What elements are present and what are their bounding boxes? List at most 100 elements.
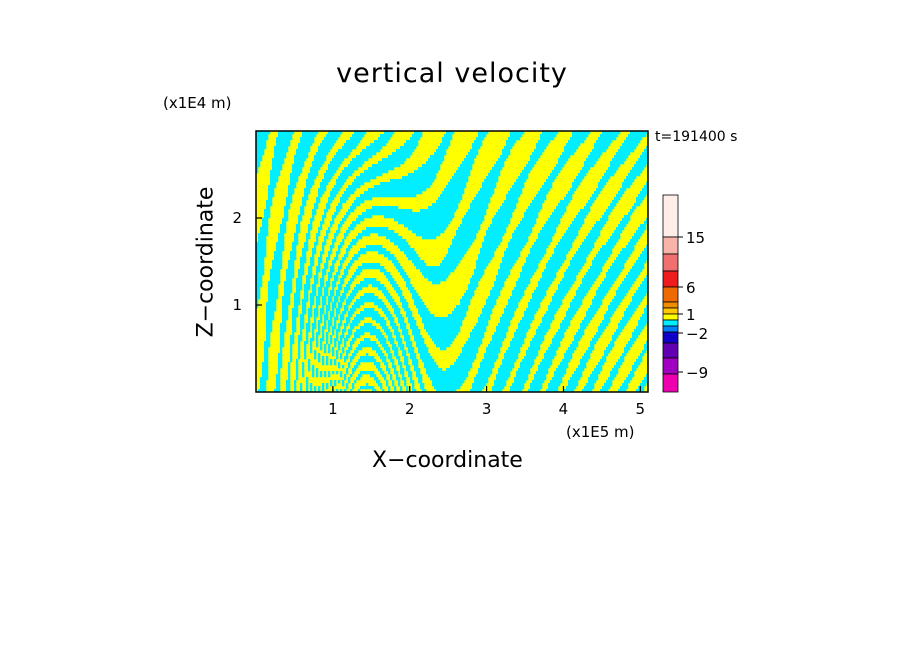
field-cell	[500, 206, 517, 210]
field-cell	[272, 158, 285, 162]
colorbar-segment	[662, 357, 679, 375]
field-cell	[486, 299, 497, 303]
field-cell	[638, 194, 647, 198]
field-cell	[606, 272, 621, 276]
field-cell	[622, 383, 629, 387]
field-cell	[550, 173, 559, 177]
field-cell	[260, 230, 269, 234]
field-cell	[312, 368, 315, 372]
field-cell	[530, 341, 543, 345]
field-cell	[340, 200, 347, 204]
x-tick-label: 2	[405, 400, 415, 418]
field-cell	[570, 188, 577, 192]
field-cell	[460, 224, 481, 228]
field-cell	[366, 227, 389, 231]
field-cell	[634, 164, 647, 168]
field-cell	[332, 371, 335, 375]
field-cell	[318, 326, 321, 330]
field-cell	[628, 341, 635, 345]
colorbar-label: 6	[686, 279, 696, 297]
field-cell	[342, 380, 345, 384]
field-cell	[316, 344, 319, 348]
field-cell	[314, 275, 319, 279]
field-cell	[274, 389, 281, 392]
field-cell	[398, 293, 403, 297]
field-cell	[274, 146, 289, 150]
field-cell	[338, 269, 341, 273]
field-cell	[266, 203, 273, 207]
field-cell	[332, 242, 335, 246]
field-cell	[278, 371, 281, 375]
field-cell	[334, 299, 339, 303]
field-cell	[256, 254, 267, 258]
field-cell	[388, 371, 391, 375]
field-cell	[402, 350, 407, 354]
y-axis-label: Z−coordinate	[193, 186, 219, 338]
field-cell	[466, 155, 477, 159]
field-cell	[300, 329, 303, 333]
x-tick-label: 1	[328, 400, 338, 418]
field-cell	[512, 383, 525, 387]
field-cell	[540, 134, 557, 138]
field-cell	[580, 170, 589, 174]
field-cell	[320, 221, 325, 225]
colorbar-segment	[662, 194, 679, 238]
field-cell	[322, 275, 325, 279]
field-cell	[382, 389, 385, 392]
field-cell	[312, 323, 317, 327]
field-cell	[268, 293, 279, 297]
field-cell	[568, 347, 577, 351]
field-cell	[462, 350, 479, 354]
field-cell	[284, 290, 293, 294]
field-cell	[534, 197, 547, 201]
field-cell	[266, 323, 273, 327]
field-cell	[478, 131, 489, 135]
field-cell	[576, 368, 585, 372]
field-cell	[314, 350, 317, 354]
field-cell	[388, 317, 395, 321]
field-cell	[538, 233, 555, 237]
field-cell	[348, 164, 363, 168]
field-cell	[608, 344, 615, 348]
field-cell	[308, 320, 311, 324]
field-cell	[570, 344, 579, 348]
field-cell	[332, 347, 335, 351]
field-cell	[350, 344, 353, 348]
field-cell	[350, 224, 357, 228]
field-cell	[270, 173, 281, 177]
field-cell	[506, 194, 521, 198]
field-cell	[310, 221, 313, 225]
y-axis: 12	[232, 209, 262, 314]
field-cell	[600, 134, 619, 138]
field-cell	[494, 215, 513, 219]
field-cell	[278, 233, 285, 237]
field-cell	[266, 320, 273, 324]
field-cell	[610, 266, 625, 270]
plot-frame	[255, 130, 649, 393]
field-cell	[372, 317, 385, 321]
field-cell	[296, 230, 301, 234]
field-cell	[612, 335, 619, 339]
time-label: t=191400 s	[655, 129, 738, 145]
field-cell	[298, 275, 303, 279]
field-cell	[582, 278, 597, 282]
field-cell	[336, 152, 351, 156]
field-cell	[394, 329, 399, 333]
field-cell	[396, 335, 401, 339]
field-cell	[556, 164, 565, 168]
field-cell	[544, 353, 557, 357]
field-cell	[336, 350, 339, 354]
field-cell	[500, 317, 513, 321]
field-cell	[518, 326, 531, 330]
field-cell	[332, 263, 335, 267]
field-cell	[610, 164, 621, 168]
field-cell	[600, 218, 609, 222]
field-cell	[308, 365, 311, 369]
field-cell	[594, 368, 603, 372]
field-cell	[386, 296, 393, 300]
field-cell	[280, 344, 285, 348]
field-cell	[330, 383, 333, 387]
field-cell	[344, 143, 359, 147]
field-cell	[646, 341, 648, 345]
